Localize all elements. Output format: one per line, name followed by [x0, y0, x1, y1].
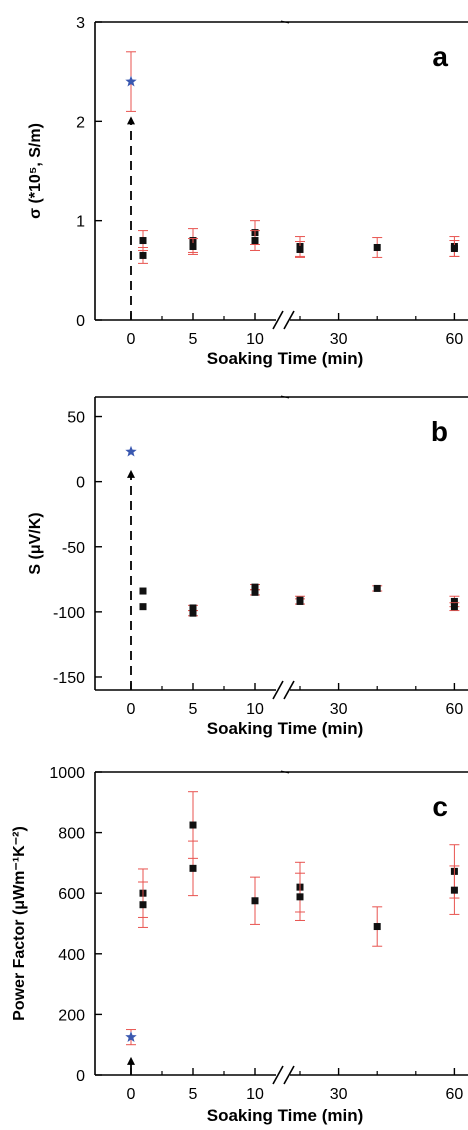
- arrow-head: [127, 1056, 135, 1065]
- data-point-star: [125, 75, 137, 87]
- y-axis-label: Power Factor (μWm⁻¹K⁻²): [11, 826, 28, 1021]
- y-tick-label: 800: [58, 826, 85, 843]
- data-point: [139, 587, 147, 595]
- x-tick-label: 5: [189, 1086, 198, 1103]
- data-point: [296, 245, 304, 253]
- data-point: [251, 897, 259, 905]
- x-axis-label: Soaking Time (min): [207, 719, 364, 738]
- x-tick-label: 0: [127, 331, 136, 348]
- data-point-star: [125, 445, 137, 457]
- axis-break-mark: [280, 770, 290, 774]
- y-tick-label: 600: [58, 886, 85, 903]
- data-point: [189, 609, 197, 617]
- data-point: [251, 237, 259, 245]
- y-tick-label: 2: [76, 114, 85, 131]
- data-point: [139, 603, 147, 611]
- x-tick-label: 30: [330, 331, 348, 348]
- axis-break-mark: [280, 20, 290, 24]
- x-tick-label: 5: [189, 331, 198, 348]
- x-tick-label: 60: [446, 1086, 464, 1103]
- arrow-head: [127, 469, 135, 478]
- data-point: [373, 243, 381, 251]
- x-tick-label: 30: [330, 701, 348, 718]
- data-point: [450, 886, 458, 894]
- data-point: [251, 583, 259, 591]
- y-tick-label: -150: [53, 670, 85, 687]
- x-tick-label: 0: [127, 701, 136, 718]
- data-point: [450, 597, 458, 605]
- x-tick-label: 60: [446, 331, 464, 348]
- y-tick-label: 0: [76, 1068, 85, 1085]
- y-tick-label: 200: [58, 1007, 85, 1024]
- data-point: [189, 821, 197, 829]
- y-tick-label: 0: [76, 313, 85, 330]
- y-tick-label: 50: [67, 410, 85, 427]
- x-tick-label: 10: [246, 1086, 264, 1103]
- y-tick-label: 400: [58, 947, 85, 964]
- data-point: [296, 893, 304, 901]
- chart-panel-b: 0 5 10 30 60 50 0 -50 -100 -150 Soaking Time (min)…: [27, 395, 468, 738]
- x-axis-label: Soaking Time (min): [207, 349, 364, 368]
- x-tick-label: 10: [246, 701, 264, 718]
- data-point: [139, 237, 147, 245]
- y-tick-label: 0: [76, 475, 85, 492]
- axis-break-mark: [283, 1065, 295, 1085]
- y-tick-label: 3: [76, 15, 85, 32]
- data-point: [450, 244, 458, 252]
- panel-label: c: [432, 791, 448, 822]
- x-tick-label: 60: [446, 701, 464, 718]
- y-tick-label: -50: [62, 540, 85, 557]
- axis-break-mark: [283, 680, 295, 700]
- axis-break-mark: [272, 310, 284, 330]
- data-point: [251, 588, 259, 596]
- y-tick-label: 1: [76, 214, 85, 231]
- data-point: [139, 251, 147, 259]
- data-point: [373, 923, 381, 931]
- panel-label: b: [431, 416, 448, 447]
- chart-panel-a: 0 5 10 30 60 0 1 2 3 Soaking Time (min) σ (*10⁵, S…: [27, 15, 468, 368]
- data-point: [139, 901, 147, 909]
- data-point: [450, 603, 458, 611]
- x-tick-label: 10: [246, 331, 264, 348]
- data-point: [189, 864, 197, 872]
- x-tick-label: 0: [127, 1086, 136, 1103]
- data-point: [189, 604, 197, 612]
- x-tick-label: 5: [189, 701, 198, 718]
- data-point: [296, 597, 304, 605]
- data-point-star: [125, 1031, 137, 1042]
- arrow-head: [127, 116, 135, 125]
- axis-break-mark: [280, 395, 290, 399]
- axis-break-mark: [272, 1065, 284, 1085]
- y-tick-label: 1000: [49, 765, 85, 782]
- x-tick-label: 30: [330, 1086, 348, 1103]
- panel-label: a: [432, 41, 448, 72]
- x-axis-label: Soaking Time (min): [207, 1106, 364, 1125]
- axis-break-mark: [283, 310, 295, 330]
- y-axis-label: σ (*10⁵, S/m): [27, 123, 44, 219]
- axis-break-mark: [272, 680, 284, 700]
- y-axis-label: S (μV/K): [27, 512, 44, 574]
- data-point: [373, 584, 381, 592]
- y-tick-label: -100: [53, 605, 85, 622]
- data-point: [189, 242, 197, 250]
